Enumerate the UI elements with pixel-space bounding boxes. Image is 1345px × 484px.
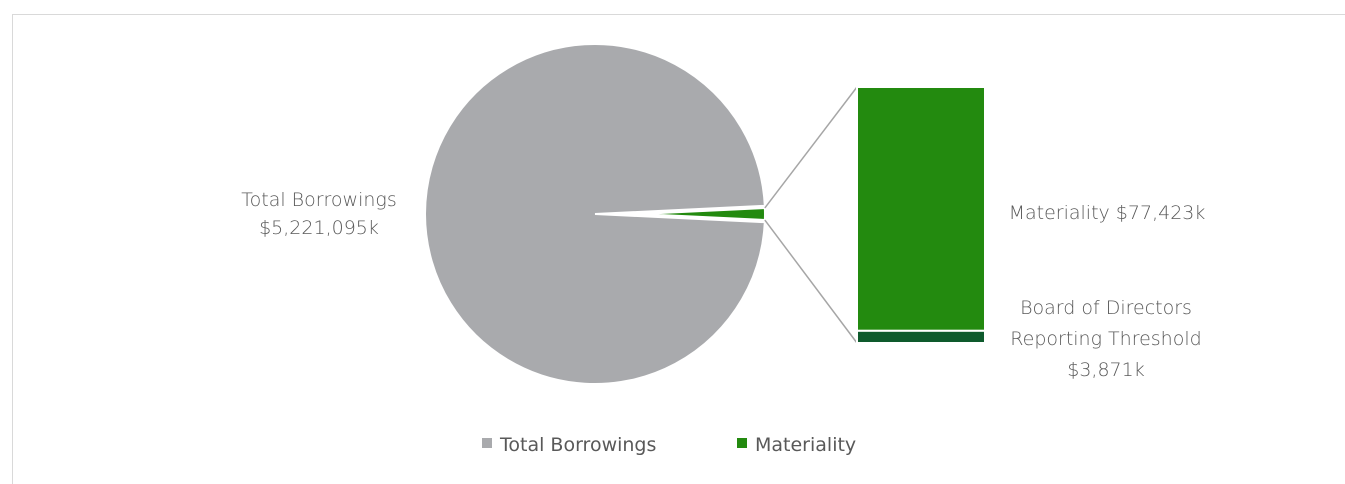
connector-lines	[764, 86, 858, 344]
connector-line-top	[764, 86, 858, 209]
slice-label-total-borrowings-name: Total Borrowings	[241, 189, 396, 211]
bar-label-bod-threshold-line1: Board of Directors	[1020, 297, 1192, 319]
legend-label-materiality: Materiality	[755, 434, 856, 456]
legend-swatch-materiality	[737, 438, 747, 448]
bar-label-bod-threshold-line2: Reporting Threshold	[1010, 328, 1201, 350]
breakout-bar	[856, 86, 986, 344]
bar-segment-materiality	[856, 86, 986, 332]
pie-slice-total-borrowings	[424, 43, 766, 385]
bar-segment-bod-threshold	[856, 329, 986, 344]
pie	[424, 43, 766, 385]
slice-label-total-borrowings-value: $5,221,095k	[259, 217, 379, 239]
pie-slice-materiality	[639, 206, 766, 222]
chart-frame	[12, 14, 1345, 484]
bar-label-materiality: Materiality $77,423k	[1009, 202, 1206, 224]
bar-label-bod-threshold-line3: $3,871k	[1067, 359, 1144, 381]
legend: Total Borrowings Materiality	[482, 434, 856, 456]
connector-line-bottom	[764, 219, 858, 344]
legend-label-total-borrowings: Total Borrowings	[499, 434, 656, 456]
legend-swatch-total-borrowings	[482, 438, 492, 448]
bar-of-pie-chart: Total Borrowings $5,221,095k Materiality…	[241, 43, 1206, 456]
